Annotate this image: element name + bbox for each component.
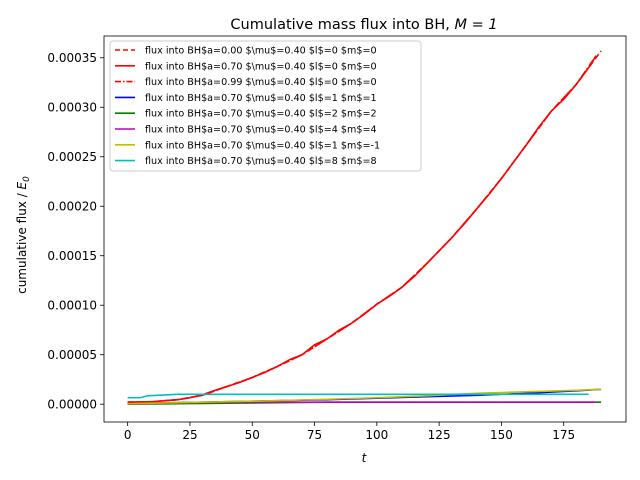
y-tick-label: 0.00025 [47, 150, 97, 164]
y-axis-label-sub: 0 [22, 176, 32, 182]
y-tick-label: 0.00030 [47, 101, 97, 115]
legend-label: flux into BH$a=0.70 $\mu$=0.40 $l$=8 $m$… [145, 156, 377, 167]
series-line-8 [127, 393, 589, 399]
y-tick-label: 0.00020 [47, 200, 97, 214]
series-line-3 [127, 55, 597, 404]
y-tick-label: 0.00035 [47, 51, 97, 65]
legend-box [109, 40, 422, 172]
axis-ticks: 0 25 50 75 100 125 150 175 0.00000 0.00005 0.00010… [47, 51, 575, 442]
y-axis-label-math: E [15, 181, 29, 189]
legend: flux into BH$a=0.00 $\mu$=0.40 $l$=0 $m$… [109, 40, 422, 172]
y-tick-label: 0.00000 [47, 397, 97, 411]
legend-label: flux into BH$a=0.70 $\mu$=0.40 $l$=1 $m$… [145, 140, 380, 151]
y-axis-label: cumulative flux / E0 [15, 176, 32, 294]
x-tick-label: 150 [490, 428, 513, 442]
series-line-7 [127, 388, 602, 405]
chart-title-math: M = 1 [454, 17, 497, 33]
x-tick-label: 100 [365, 428, 388, 442]
y-tick-label: 0.00010 [47, 299, 97, 313]
x-tick-label: 175 [552, 428, 575, 442]
legend-label: flux into BH$a=0.00 $\mu$=0.40 $l$=0 $m$… [145, 46, 377, 57]
x-tick-label: 50 [245, 428, 260, 442]
axes-frame [103, 35, 627, 423]
x-tick-label: 75 [307, 428, 322, 442]
x-axis-label: t [362, 451, 368, 465]
y-tick-label: 0.00015 [47, 249, 97, 263]
plot-area [127, 50, 602, 405]
chart-title: Cumulative mass flux into BH, M = 1 [230, 17, 497, 33]
x-tick-label: 25 [182, 428, 197, 442]
y-axis-label-text: cumulative flux / [15, 189, 29, 293]
legend-label: flux into BH$a=0.70 $\mu$=0.40 $l$=1 $m$… [145, 93, 377, 104]
y-tick-label: 0.00005 [47, 348, 97, 362]
x-tick-label: 0 [124, 428, 132, 442]
legend-label: flux into BH$a=0.70 $\mu$=0.40 $l$=2 $m$… [145, 109, 377, 120]
legend-label: flux into BH$a=0.70 $\mu$=0.40 $l$=4 $m$… [145, 125, 377, 136]
legend-label: flux into BH$a=0.70 $\mu$=0.40 $l$=0 $m$… [145, 61, 377, 72]
x-tick-label: 125 [428, 428, 451, 442]
chart-title-text: Cumulative mass flux into BH, [230, 17, 454, 33]
legend-label: flux into BH$a=0.99 $\mu$=0.40 $l$=0 $m$… [145, 77, 377, 88]
